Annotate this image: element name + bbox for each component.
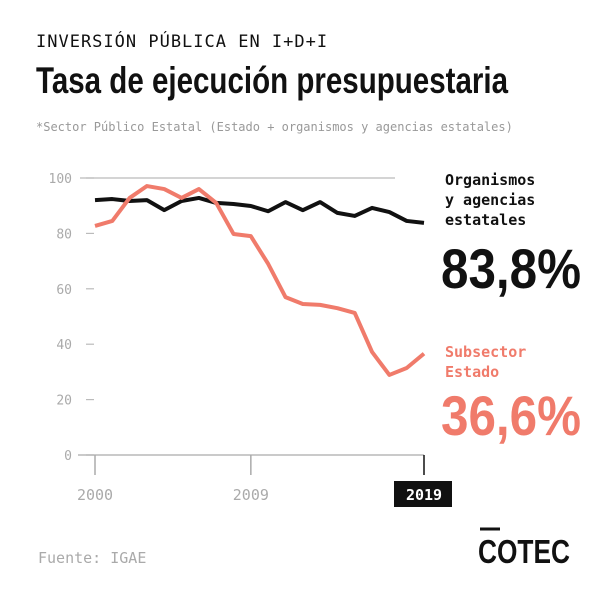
x-tick-label: 2019 <box>406 486 442 504</box>
series-line <box>94 195 425 225</box>
brand-logo: COTEC <box>478 533 570 570</box>
legend-entry: Organismos y agencias estatales <box>445 171 536 229</box>
series-line <box>94 184 426 377</box>
end-value-label: 36,6% <box>441 384 581 447</box>
y-tick-label: 40 <box>56 338 72 353</box>
y-tick-label: 0 <box>64 449 72 464</box>
y-tick-label: 20 <box>56 394 72 409</box>
header: INVERSIÓN PÚBLICA EN I+D+I <box>36 30 328 52</box>
chart-subtitle: *Sector Público Estatal (Estado + organi… <box>36 120 513 134</box>
legend-label: Subsector Estado <box>445 343 527 381</box>
y-tick-label: 100 <box>49 172 72 187</box>
legend-entry: Subsector Estado <box>445 343 527 381</box>
legend-label: Organismos y agencias estatales <box>445 171 536 229</box>
x-tick-label: 2000 <box>77 486 113 504</box>
x-tick-highlight <box>394 481 452 507</box>
chart-title: Tasa de ejecución presupuestaria <box>36 60 508 101</box>
y-tick-label: 60 <box>56 283 72 298</box>
y-tick-label: 80 <box>56 227 72 242</box>
x-tick-label: 2009 <box>233 486 269 504</box>
end-value-label: 83,8% <box>441 237 581 300</box>
source: Fuente: IGAE <box>38 549 146 567</box>
